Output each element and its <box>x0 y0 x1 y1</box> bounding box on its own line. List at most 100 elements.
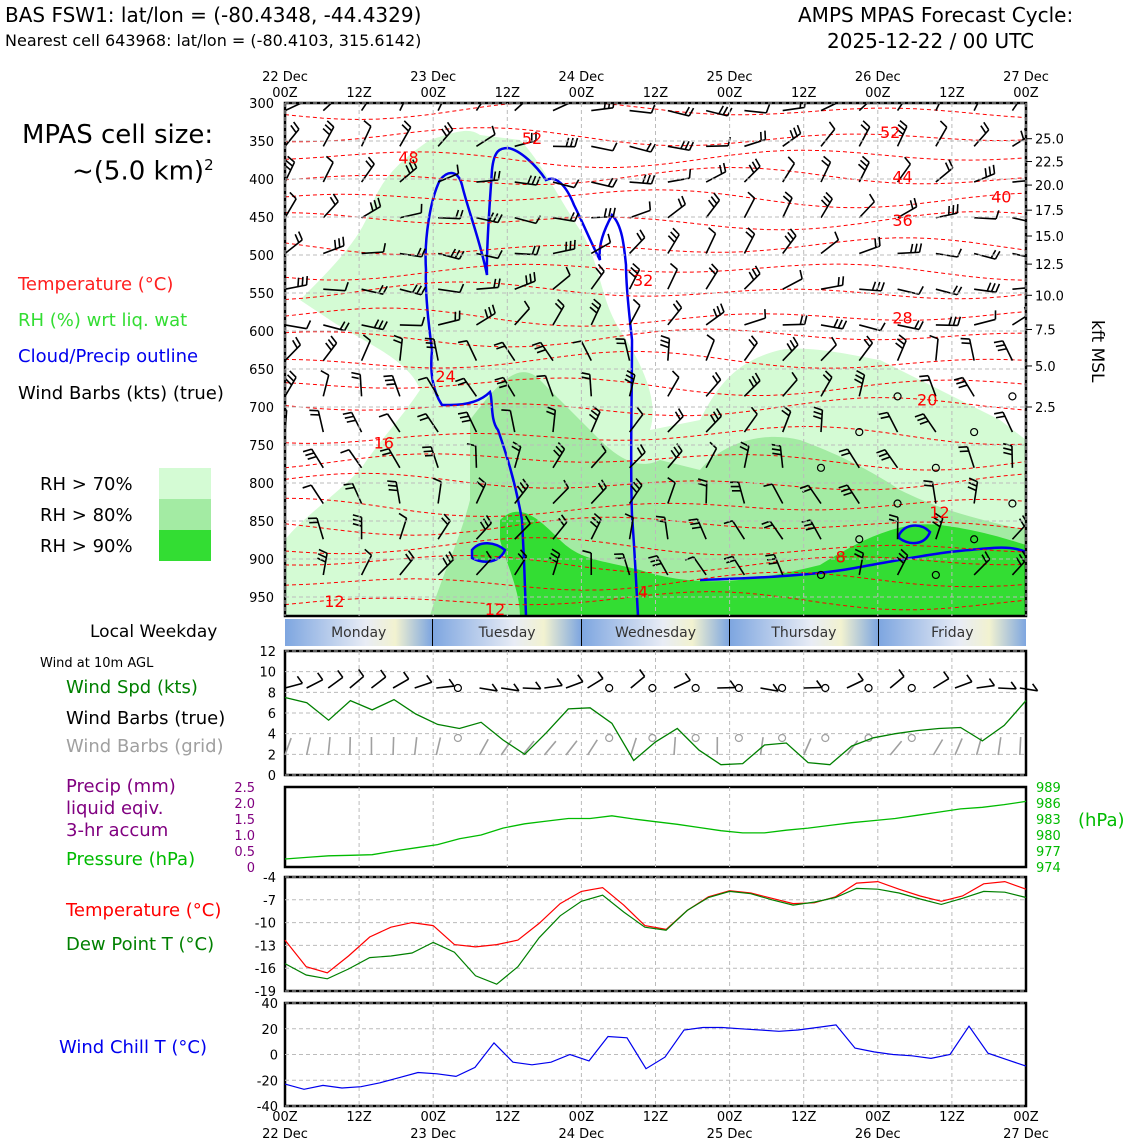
wind-barb-flag <box>290 124 297 134</box>
pressure-tick-label: 350 <box>249 135 274 150</box>
wind-barb-flag <box>1003 451 1013 456</box>
wind-barb-flag <box>748 271 755 281</box>
wind-barb-flag <box>557 298 565 307</box>
wind-barb-flag <box>365 160 373 169</box>
wind-barb-flag <box>820 199 829 207</box>
wind-barb-flag <box>722 106 729 116</box>
wind-barb-flag <box>838 448 848 453</box>
wind-barb-flag <box>478 93 484 100</box>
wind-barb-shaft <box>475 558 492 576</box>
wind-barb-flag <box>786 343 793 352</box>
wind-barb-flag <box>497 278 501 288</box>
wind-barb-flag <box>531 341 541 347</box>
grid-barb <box>413 737 418 756</box>
wind-barb-flag <box>595 267 603 276</box>
wind-barb-flag <box>981 554 988 563</box>
wind-barb-flag <box>287 155 296 163</box>
top-hour-label: 12Z <box>791 86 817 101</box>
wind-barb-flag <box>632 298 641 307</box>
wind-barb-flag <box>441 517 449 526</box>
surface-barb <box>370 676 387 689</box>
wind-barb-flag <box>660 335 670 340</box>
wind-barb-shaft <box>858 126 871 147</box>
wind-barb-shaft <box>973 318 996 326</box>
wind-barb-shaft <box>466 340 478 361</box>
precip-legend-2: liquid eqiv. <box>66 798 164 819</box>
wind-barb-flag <box>952 285 959 295</box>
wind-barb-flag <box>373 319 380 329</box>
surface-barb-flag <box>898 669 905 677</box>
surface-barb-flag <box>684 672 691 681</box>
weekday-tuesday: Tuesday <box>432 619 581 646</box>
wind-barb-flag <box>688 107 695 117</box>
wind-barb-flag <box>443 513 451 522</box>
top-hour-label: 00Z <box>1013 86 1039 101</box>
wind-barb-shaft <box>285 103 304 112</box>
wind-barb-flag <box>856 369 865 376</box>
wind-barb-flag <box>723 555 733 560</box>
surface-barb <box>522 687 541 690</box>
grid-barb <box>392 736 395 756</box>
kft-tick-label: 22.5 <box>1035 156 1064 171</box>
wind-barb-flag <box>329 196 336 206</box>
wind-barb-flag <box>688 518 698 522</box>
wind-barb-flag <box>546 406 556 411</box>
wind-barb-flag <box>919 420 929 425</box>
wind-barb-shaft <box>476 252 499 260</box>
wind-barb-shaft <box>437 172 459 183</box>
wind-barb-flag <box>751 375 758 385</box>
top-hour-label: 12Z <box>643 86 669 101</box>
wind-barb-shaft <box>285 344 301 362</box>
y-tick-label: -19 <box>255 985 276 1000</box>
wind-barb-shaft <box>360 103 368 112</box>
dewpoint-legend: Dew Point T (°C) <box>66 934 215 955</box>
grid-barb <box>435 737 442 756</box>
wind-barb-flag <box>898 334 907 342</box>
wind-barb-flag <box>958 384 968 389</box>
rh90-label: RH > 90% <box>40 536 133 557</box>
wind-barb-flag <box>706 334 715 341</box>
wind-barb-flag <box>297 231 303 241</box>
wind10-label: Wind at 10m AGL <box>40 656 154 671</box>
wind-barb-flag <box>307 455 317 460</box>
wind-barb-flag <box>960 337 970 340</box>
surface-barb-flag <box>296 675 304 684</box>
wind-barb-flag <box>461 419 471 423</box>
calm-wind-circle <box>931 463 940 472</box>
wind-barb-shaft <box>399 103 405 111</box>
wind-barb-flag <box>840 488 850 493</box>
surface-barb <box>306 679 324 689</box>
wind-barb-shaft <box>590 241 611 255</box>
wind-barb-flag <box>417 376 428 381</box>
precip-tick-label: 1.0 <box>234 829 255 844</box>
wind-barb-flag <box>697 478 708 483</box>
wind-barb-flag <box>761 520 771 525</box>
wind-barb-shaft <box>285 239 303 255</box>
wind-barb-flag <box>332 91 336 99</box>
wind-barb-shaft <box>1012 287 1026 290</box>
bottom-day-label: 24 Dec <box>558 1127 604 1140</box>
bottom-hour-label: 12Z <box>939 1110 965 1125</box>
wind-barb-flag <box>303 92 305 101</box>
wind-barb-flag <box>322 127 331 136</box>
surface-barb <box>998 687 1017 690</box>
wind-barb-flag <box>573 179 580 188</box>
wind-barb-flag <box>403 85 410 91</box>
wind-barb-flag <box>533 272 536 282</box>
wind-barb-flag <box>456 164 460 174</box>
isotherm-label: 32 <box>633 271 653 290</box>
kft-axis-label: kft MSL <box>1087 320 1107 383</box>
wind-barb-shaft <box>781 197 793 219</box>
wind-barb-flag <box>900 548 909 557</box>
wind-barb-shaft <box>782 235 797 254</box>
wind-barb-flag <box>803 523 813 527</box>
wind-barb-shaft <box>591 107 614 112</box>
y-tick-label: 0 <box>268 769 276 784</box>
wind-barb-flag <box>569 137 574 147</box>
wind-barb-flag <box>338 238 341 248</box>
surface-barb-flag <box>1031 683 1039 692</box>
pressure-tick-label: 650 <box>249 363 274 378</box>
wind-barb-flag <box>918 321 924 330</box>
wind-barb-flag <box>920 379 930 382</box>
wind-barb-flag <box>681 195 687 205</box>
